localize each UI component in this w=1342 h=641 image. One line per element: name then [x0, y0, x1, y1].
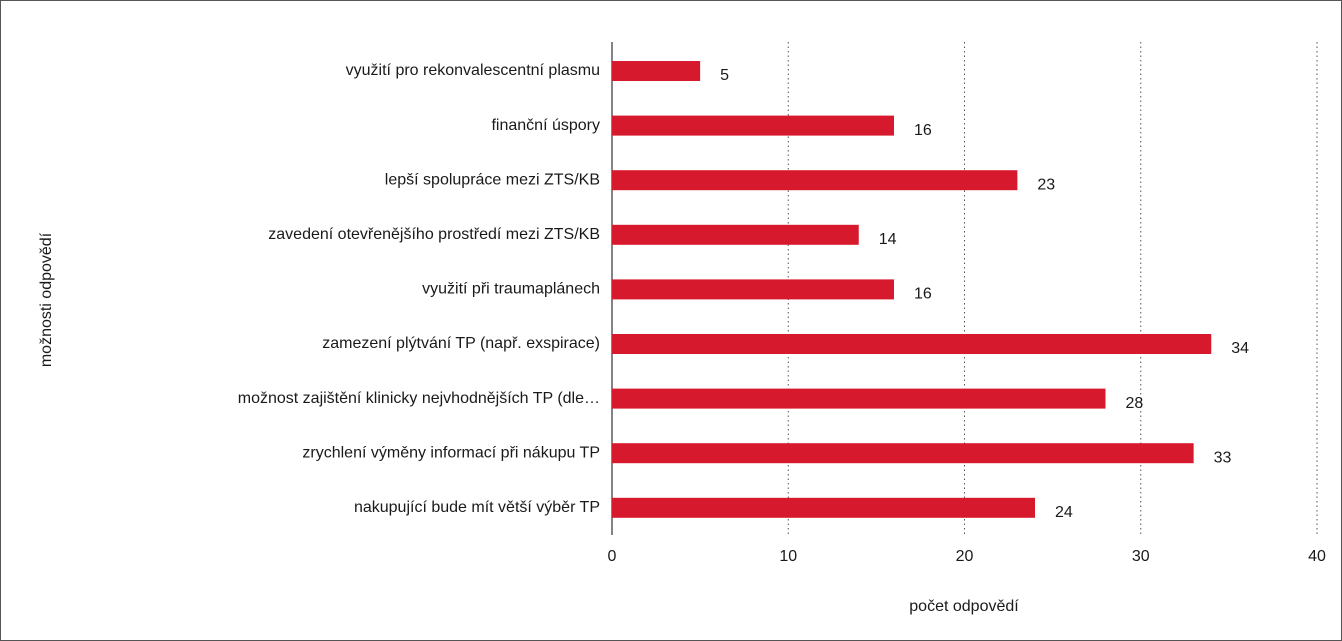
y-tick-label: možnost zajištění klinicky nejvhodnějšíc… — [238, 390, 600, 407]
value-label: 23 — [1037, 176, 1055, 193]
bar — [612, 388, 1106, 409]
x-axis-label: počet odpovědí — [909, 598, 1019, 615]
x-tick-label: 30 — [1132, 548, 1150, 565]
x-tick-label: 40 — [1308, 548, 1326, 565]
y-axis-label: možnosti odpovědí — [38, 232, 55, 367]
bar — [612, 334, 1212, 354]
bar — [612, 61, 701, 81]
y-tick-label: lepší spolupráce mezi ZTS/KB — [385, 171, 600, 188]
y-tick-label: zavedení otevřenějšího prostředí mezi ZT… — [268, 226, 600, 243]
y-tick-label: využití při traumaplánech — [422, 281, 600, 298]
value-label: 34 — [1231, 340, 1249, 357]
bar — [612, 170, 1018, 191]
x-tick-label: 20 — [956, 548, 974, 565]
bar — [612, 443, 1194, 464]
y-tick-label: zrychlení výměny informací při nákupu TP — [302, 444, 600, 461]
y-tick-label: nakupující bude mít větší výběr TP — [354, 499, 600, 516]
value-label: 14 — [879, 231, 897, 248]
y-tick-label: využití pro rekonvalescentní plasmu — [346, 62, 600, 79]
value-label: 33 — [1214, 449, 1232, 466]
value-label: 28 — [1126, 395, 1144, 412]
y-tick-label: finanční úspory — [491, 117, 600, 134]
bar — [612, 497, 1035, 518]
value-label: 16 — [914, 122, 932, 139]
value-label: 5 — [720, 67, 729, 84]
x-tick-label: 10 — [779, 548, 797, 565]
value-label: 16 — [914, 286, 932, 303]
bar — [612, 279, 894, 300]
y-tick-label: zamezení plýtvání TP (např. exspirace) — [322, 335, 600, 352]
bar — [612, 224, 859, 245]
value-label: 24 — [1055, 504, 1073, 521]
bar — [612, 115, 894, 136]
x-tick-label: 0 — [608, 548, 617, 565]
